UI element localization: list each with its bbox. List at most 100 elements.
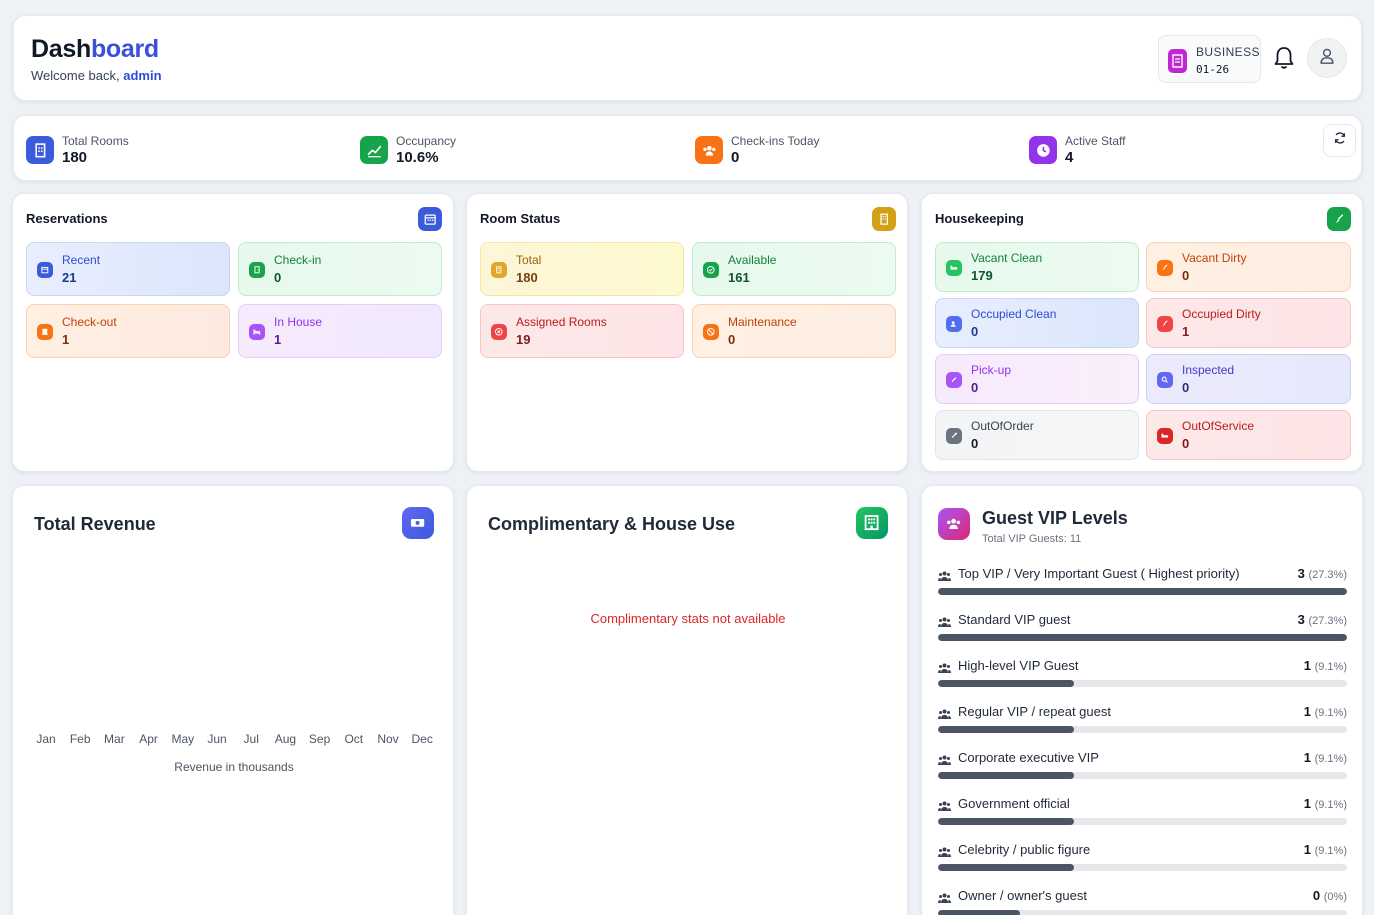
tile-occupied-clean[interactable]: Occupied Clean 0: [935, 298, 1139, 348]
vip-level-count: 1 (9.1%): [1303, 704, 1347, 719]
tile-total[interactable]: Total 180: [480, 242, 684, 296]
vip-level-bar-fill: [938, 634, 1347, 641]
vip-level-count: 3 (27.3%): [1297, 566, 1347, 581]
tile-check-out[interactable]: Check-out 1: [26, 304, 230, 358]
x-circle-icon: [491, 324, 507, 340]
month-tick-label: Nov: [377, 732, 399, 746]
vip-level-name: Standard VIP guest: [958, 612, 1071, 627]
vip-level-bar: [938, 864, 1347, 871]
vip-level-row: Top VIP / Very Important Guest ( Highest…: [938, 566, 1347, 606]
room-status-panel: Room Status Total 180 Available 161 Assi…: [466, 193, 908, 472]
vip-level-name: Regular VIP / repeat guest: [958, 704, 1111, 719]
vip-level-row: Standard VIP guest 3 (27.3%): [938, 612, 1347, 652]
vip-level-bar-fill: [938, 726, 1075, 733]
vip-level-bar-fill: [938, 772, 1075, 779]
panel-title: Complimentary & House Use: [488, 514, 736, 534]
month-tick-label: Oct: [344, 732, 364, 746]
tile-available[interactable]: Available 161: [692, 242, 896, 296]
vip-level-bar: [938, 726, 1347, 733]
page-title: Dashboard: [31, 35, 159, 63]
tile-pick-up[interactable]: Pick-up 0: [935, 354, 1139, 404]
revenue-panel: Total Revenue Jan Feb Mar Apr May Jun Jul Aug Se…: [12, 485, 454, 915]
bell-icon[interactable]: [1272, 45, 1296, 71]
month-tick-label: May: [171, 732, 195, 746]
users-icon: [938, 508, 970, 540]
stat-value: 4: [1065, 149, 1074, 166]
panel-subtitle: Total VIP Guests: 11: [982, 533, 1082, 545]
chart-line-icon: [360, 136, 388, 164]
stat-label: Occupancy: [396, 134, 457, 148]
vip-level-row: Owner / owner's guest 0 (0%): [938, 888, 1347, 915]
vip-level-bar-fill: [938, 818, 1075, 825]
tile-maintenance[interactable]: Maintenance 0: [692, 304, 896, 358]
username: admin: [123, 68, 162, 83]
vip-level-bar-fill: [938, 588, 1347, 595]
stat-value: 10.6%: [396, 149, 439, 166]
building-icon: [491, 262, 507, 278]
user-check-icon: [946, 316, 962, 332]
vip-level-name: High-level VIP Guest: [958, 658, 1079, 673]
check-circle-icon: [703, 262, 719, 278]
users-icon: [938, 753, 951, 765]
building-icon: [1168, 49, 1187, 73]
users-icon: [938, 661, 951, 673]
tile-out-of-order[interactable]: OutOfOrder 0: [935, 410, 1139, 460]
tile-assigned-rooms[interactable]: Assigned Rooms 19: [480, 304, 684, 358]
tile-out-of-service[interactable]: OutOfService 0: [1146, 410, 1351, 460]
refresh-button[interactable]: [1323, 124, 1356, 157]
refresh-icon: [1333, 131, 1347, 150]
stats-strip: Total Rooms 180 Occupancy 10.6% Check-in…: [13, 115, 1362, 181]
business-date: 01-26: [1196, 63, 1230, 76]
chart-caption: Revenue in thousands: [174, 760, 294, 774]
vip-level-row: Celebrity / public figure 1 (9.1%): [938, 842, 1347, 882]
vip-level-name: Celebrity / public figure: [958, 842, 1091, 857]
empty-state-message: Complimentary stats not available: [590, 611, 786, 626]
tile-vacant-dirty[interactable]: Vacant Dirty 0: [1146, 242, 1351, 292]
broom-icon: [1157, 316, 1173, 332]
broom-icon: [1327, 207, 1351, 231]
month-tick-label: Jun: [207, 732, 227, 746]
housekeeping-panel: Housekeeping Vacant Clean 179 Vacant Dir…: [921, 193, 1363, 472]
vip-level-bar: [938, 772, 1347, 779]
calendar-icon: [418, 207, 442, 231]
month-tick-label: Sep: [308, 732, 331, 746]
vip-level-bar: [938, 634, 1347, 641]
clock-icon: [1029, 136, 1057, 164]
tile-recent[interactable]: Recent 21: [26, 242, 230, 296]
tile-check-in[interactable]: Check-in 0: [238, 242, 442, 296]
vip-level-count: 1 (9.1%): [1303, 750, 1347, 765]
stat-value: 0: [731, 149, 740, 166]
users-icon: [938, 615, 951, 627]
bed-icon: [1157, 428, 1173, 444]
tile-in-house[interactable]: In House 1: [238, 304, 442, 358]
bed-icon: [946, 260, 962, 276]
business-date-badge[interactable]: BUSINESS 01-26: [1158, 35, 1261, 83]
tile-occupied-dirty[interactable]: Occupied Dirty 1: [1146, 298, 1351, 348]
vip-level-bar: [938, 588, 1347, 595]
month-tick-label: Jan: [36, 732, 56, 746]
month-tick-label: Dec: [411, 732, 433, 746]
panel-title: Room Status: [480, 211, 561, 226]
building-icon: [26, 136, 54, 164]
vip-level-row: Regular VIP / repeat guest 1 (9.1%): [938, 704, 1347, 744]
stat-label: Total Rooms: [62, 134, 129, 148]
user-avatar[interactable]: [1307, 38, 1347, 78]
vip-level-count: 1 (9.1%): [1303, 796, 1347, 811]
door-exit-icon: [37, 324, 53, 340]
vip-level-bar-fill: [938, 864, 1075, 871]
user-icon: [1318, 47, 1336, 70]
vip-level-name: Government official: [958, 796, 1070, 811]
users-icon: [938, 845, 951, 857]
tile-inspected[interactable]: Inspected 0: [1146, 354, 1351, 404]
dashboard-header: Dashboard Welcome back, admin BUSINESS 0…: [13, 15, 1362, 101]
vip-level-row: High-level VIP Guest 1 (9.1%): [938, 658, 1347, 698]
vip-level-bar-fill: [938, 680, 1075, 687]
users-icon: [938, 799, 951, 811]
vip-level-bar: [938, 818, 1347, 825]
vip-level-count: 3 (27.3%): [1297, 612, 1347, 627]
vip-level-row: Government official 1 (9.1%): [938, 796, 1347, 836]
search-icon: [1157, 372, 1173, 388]
money-icon: [402, 507, 434, 539]
tile-vacant-clean[interactable]: Vacant Clean 179: [935, 242, 1139, 292]
month-tick-label: Mar: [104, 732, 125, 746]
